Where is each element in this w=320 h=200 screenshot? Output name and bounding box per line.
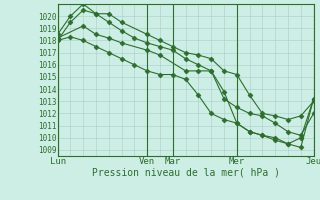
X-axis label: Pression niveau de la mer( hPa ): Pression niveau de la mer( hPa ) (92, 168, 280, 178)
